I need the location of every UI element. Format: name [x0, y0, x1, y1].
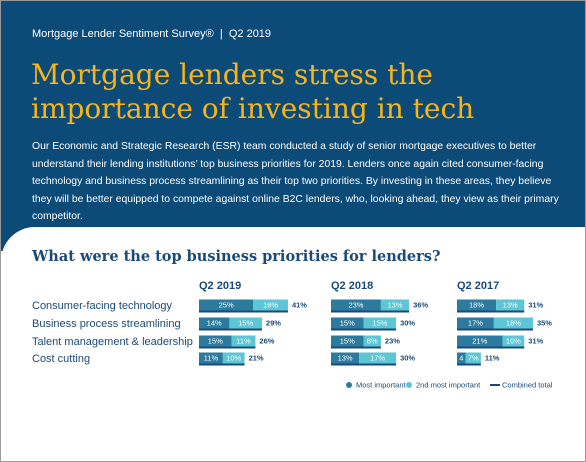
value-label: 16% — [263, 300, 278, 309]
bar-segment — [231, 335, 256, 347]
bar-segment — [457, 352, 466, 364]
combined-label: 35% — [537, 318, 552, 327]
category-label: Cost cutting — [32, 353, 90, 365]
bar-segment — [199, 317, 230, 329]
combined-label: 31% — [528, 300, 543, 309]
value-label: 13% — [503, 300, 518, 309]
value-label: 17% — [370, 353, 385, 362]
bar-segment — [380, 299, 410, 311]
bar-segment — [493, 317, 533, 329]
legend-label: Most important — [356, 380, 407, 389]
panel-title: Q2 2017 — [457, 280, 499, 292]
combined-line — [457, 328, 533, 331]
bar-segment — [359, 352, 397, 364]
value-label: 10% — [226, 353, 241, 362]
value-label: 13% — [338, 353, 353, 362]
combined-line — [457, 346, 525, 349]
value-label: 17% — [468, 318, 483, 327]
bar-segment — [331, 335, 364, 347]
value-label: 15% — [208, 336, 223, 345]
bar-segment — [331, 299, 381, 311]
value-label: 15% — [372, 318, 387, 327]
kicker: Mortgage Lender Sentiment Survey® | Q2 2… — [32, 28, 272, 40]
bar-segment — [253, 299, 288, 311]
value-label: 18% — [506, 318, 521, 327]
bar-segment — [199, 352, 223, 364]
combined-line — [199, 363, 245, 366]
value-label: 15% — [340, 318, 355, 327]
combined-line — [199, 328, 262, 331]
value-label: 18% — [469, 300, 484, 309]
bar-segment — [331, 317, 364, 329]
legend-swatch — [490, 384, 500, 386]
legend-label: 2nd most important — [416, 380, 481, 389]
bar-segment — [331, 352, 360, 364]
value-label: 21% — [472, 336, 487, 345]
intro-paragraph: Our Economic and Strategic Research (ESR… — [32, 141, 559, 222]
legend-swatch — [406, 382, 412, 388]
combined-label: 41% — [292, 300, 307, 309]
chart-title: What were the top business priorities fo… — [31, 248, 440, 265]
category-label: Consumer-facing technology — [32, 300, 173, 312]
legend-swatch — [346, 382, 352, 388]
bar-segment — [457, 335, 503, 347]
headline: Mortgage lenders stress the importance o… — [31, 58, 475, 125]
value-label: 7% — [468, 353, 479, 362]
combined-label: 23% — [385, 336, 400, 345]
bar-segment — [363, 317, 397, 329]
panel-title: Q2 2019 — [199, 280, 241, 292]
value-label: 15% — [238, 318, 253, 327]
combined-label: 30% — [400, 318, 415, 327]
bar-segment — [465, 352, 481, 364]
combined-line — [331, 310, 410, 313]
value-label: 4 — [459, 353, 463, 362]
combined-line — [457, 363, 481, 366]
bar-segment — [229, 317, 262, 329]
value-label: 13% — [388, 300, 403, 309]
combined-line — [199, 310, 288, 313]
value-label: 10% — [506, 336, 521, 345]
bar-segment — [363, 335, 381, 347]
combined-label: 21% — [249, 353, 264, 362]
bar-segment — [502, 335, 525, 347]
category-label: Business process streamlining — [32, 318, 181, 330]
combined-label: 29% — [266, 318, 281, 327]
combined-label: 36% — [413, 300, 428, 309]
combined-line — [331, 363, 397, 366]
bar-segment — [457, 317, 494, 329]
value-label: 11% — [236, 336, 251, 345]
value-label: 23% — [348, 300, 363, 309]
combined-line — [331, 346, 381, 349]
value-label: 8% — [367, 336, 378, 345]
panel-title: Q2 2018 — [331, 280, 373, 292]
combined-line — [331, 328, 397, 331]
combined-label: 26% — [259, 336, 274, 345]
bar-segment — [199, 299, 254, 311]
value-label: 14% — [207, 318, 222, 327]
combined-line — [199, 346, 256, 349]
bar-segment — [496, 299, 525, 311]
bar-segment — [222, 352, 245, 364]
value-label: 25% — [219, 300, 234, 309]
combined-label: 11% — [485, 353, 500, 362]
value-label: 11% — [204, 353, 219, 362]
header: Mortgage Lender Sentiment Survey® | Q2 2… — [1, 1, 585, 251]
legend-label: Combined total — [502, 380, 553, 389]
category-label: Talent management & leadership — [32, 336, 193, 348]
combined-label: 31% — [528, 336, 543, 345]
combined-line — [457, 310, 525, 313]
combined-label: 30% — [400, 353, 415, 362]
bar-segment — [457, 299, 497, 311]
value-label: 15% — [340, 336, 355, 345]
bar-segment — [199, 335, 232, 347]
